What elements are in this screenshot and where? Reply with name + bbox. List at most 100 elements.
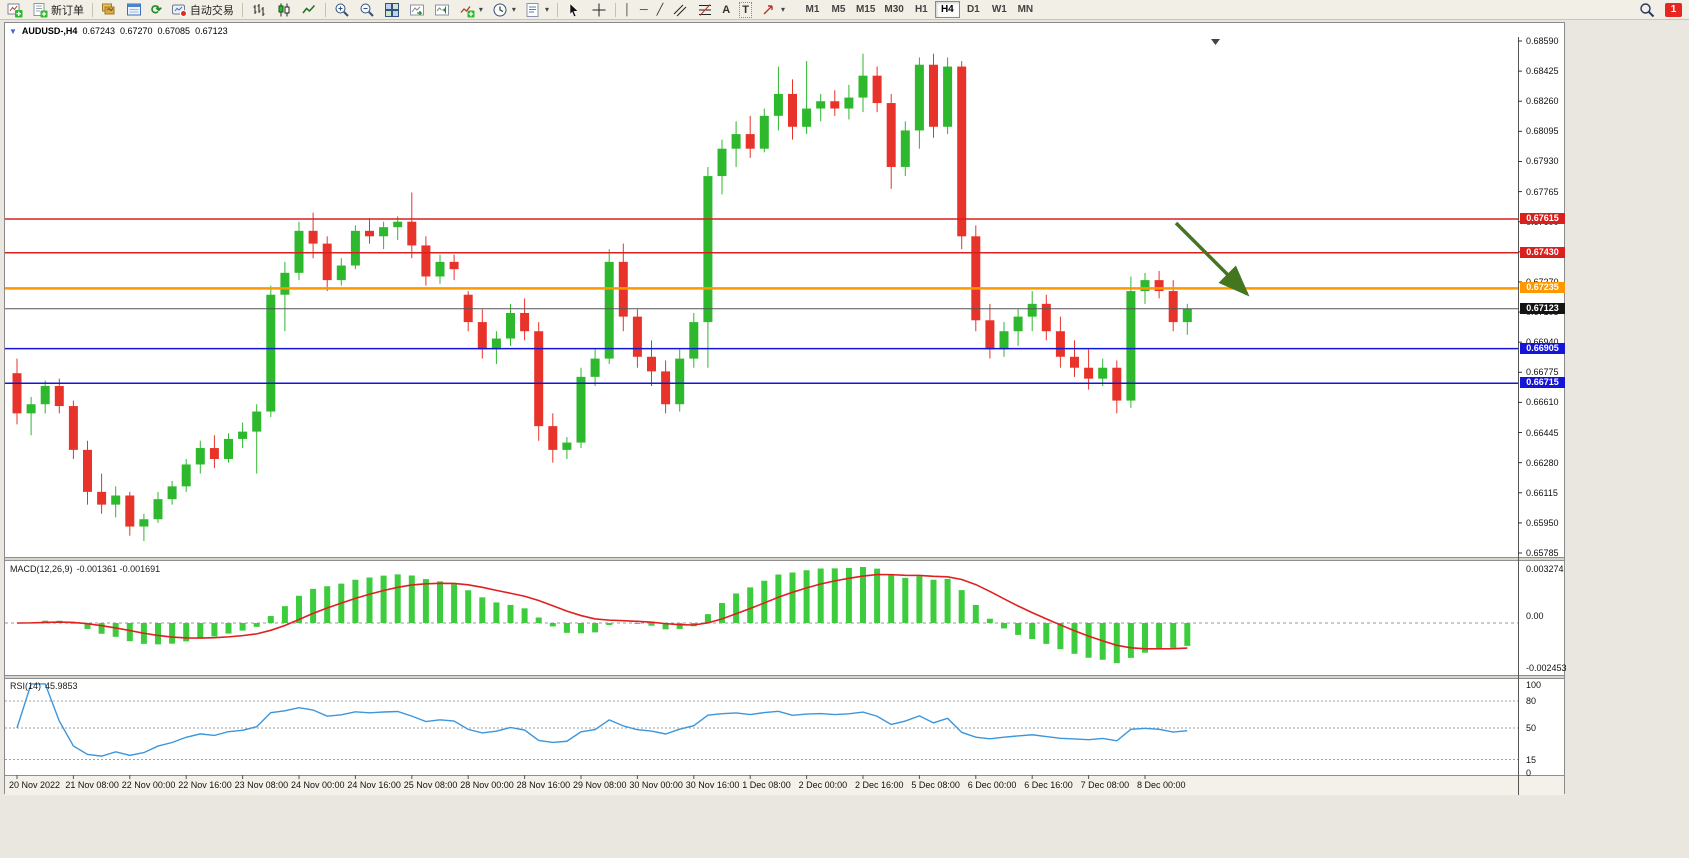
new-order-icon <box>33 2 48 17</box>
channel-tool-button[interactable] <box>668 1 692 19</box>
zoom-out-button[interactable] <box>355 1 379 19</box>
toolbar-separator <box>556 2 558 17</box>
timeframe-d1-button[interactable]: D1 <box>961 1 986 18</box>
ohlc-high-value: 0.67270 <box>119 26 153 36</box>
tile-windows-icon <box>384 2 399 17</box>
algo-trading-label: 自动交易 <box>189 4 234 17</box>
toolbar-separator <box>92 2 93 17</box>
fibonacci-tool-button[interactable] <box>693 1 717 19</box>
vertical-line-tool-button[interactable]: │ <box>620 1 635 19</box>
refresh-button[interactable]: ⟳ <box>147 1 166 19</box>
label-tool-icon: T <box>739 1 752 18</box>
price-line-tag[interactable]: 0.67430 <box>1520 246 1565 258</box>
ohlc-low-value: 0.67085 <box>157 26 191 36</box>
toolbar-separator <box>324 2 326 17</box>
timeframe-h4-button[interactable]: H4 <box>934 1 960 18</box>
candles-layer <box>12 53 1192 542</box>
chart-shift-marker[interactable] <box>1211 39 1220 45</box>
macd-values: -0.001361 -0.001691 <box>76 564 161 574</box>
panel-separator[interactable] <box>5 557 1564 561</box>
toolbar-separator <box>241 2 243 17</box>
timeframe-h1-button[interactable]: H1 <box>909 1 934 18</box>
timeframe-m15-button[interactable]: M15 <box>852 1 879 18</box>
auto-scroll-button[interactable] <box>405 1 429 19</box>
price-line-tag[interactable]: 0.67235 <box>1520 282 1565 294</box>
new-order-button[interactable]: 新订单 <box>28 1 88 19</box>
macd-signal-line <box>16 573 1188 650</box>
dropdown-caret-icon: ▾ <box>511 5 516 14</box>
trend-arrow-annotation[interactable] <box>1174 221 1250 297</box>
rsi-line <box>16 683 1188 757</box>
timeframe-w1-button[interactable]: W1 <box>987 1 1012 18</box>
add-indicator-icon <box>460 5 475 17</box>
timeframe-mn-button[interactable]: MN <box>1013 1 1038 18</box>
one-click-trading-toggle[interactable]: ▼ <box>9 26 17 36</box>
dropdown-caret-icon: ▾ <box>780 5 785 14</box>
data-window-icon <box>127 3 141 15</box>
chart-canvas[interactable] <box>5 23 1566 795</box>
candlestick-icon <box>278 3 290 16</box>
auto-scroll-icon <box>409 4 424 15</box>
templates-button[interactable]: ▾ <box>521 1 553 19</box>
arrows-tool-button[interactable]: ▾ <box>757 1 789 19</box>
bar-chart-icon <box>253 3 265 16</box>
timeframe-group: M1 M5 M15 M30 H1 H4 D1 W1 MN <box>800 1 1038 18</box>
new-order-label: 新订单 <box>51 4 84 17</box>
tile-windows-button[interactable] <box>380 1 404 19</box>
bar-chart-mode-button[interactable] <box>247 1 271 19</box>
timeframe-m30-button[interactable]: M30 <box>880 1 907 18</box>
label-tool-button[interactable]: T <box>735 1 756 19</box>
search-button[interactable] <box>1635 1 1659 19</box>
macd-histogram-layer <box>28 567 1191 664</box>
channel-icon <box>673 4 687 16</box>
price-line-tag[interactable]: 0.66905 <box>1520 342 1565 354</box>
profiles-button[interactable] <box>97 1 121 19</box>
macd-indicator-label: MACD(12,26,9) -0.001361 -0.001691 <box>10 564 160 574</box>
zoom-in-button[interactable] <box>330 1 354 19</box>
horizontal-line-icon: ─ <box>639 3 648 16</box>
add-indicator-button[interactable]: ▾ <box>455 1 487 19</box>
fibonacci-icon <box>699 3 712 16</box>
periods-button[interactable]: ▾ <box>488 1 520 19</box>
rsi-value: 45.9853 <box>45 681 78 691</box>
metatrader-app: 新订单 ⟳ 自动交易 <box>0 0 1689 795</box>
time-axis[interactable] <box>5 775 1564 795</box>
dropdown-caret-icon: ▾ <box>478 5 483 14</box>
price-line-tag[interactable]: 0.66715 <box>1520 377 1565 389</box>
line-chart-icon <box>302 4 315 13</box>
symbol-timeframe-label: AUDUSD-,H4 <box>21 26 78 36</box>
zoom-in-icon <box>335 3 349 17</box>
rsi-name: RSI(14) <box>10 681 42 691</box>
timeframe-m5-button[interactable]: M5 <box>826 1 851 18</box>
line-chart-mode-button[interactable] <box>297 1 321 19</box>
arrows-tool-icon <box>763 4 773 14</box>
chart-window: ▼ AUDUSD-,H4 0.67243 0.67270 0.67085 0.6… <box>4 22 1567 795</box>
notifications-badge[interactable]: 1 <box>1665 2 1682 17</box>
template-icon <box>526 2 539 17</box>
text-tool-icon: A <box>722 3 731 16</box>
chart-shift-button[interactable] <box>430 1 454 19</box>
trendline-tool-button[interactable]: ╱ <box>653 1 668 19</box>
cursor-button[interactable] <box>562 1 586 19</box>
trendline-icon: ╱ <box>656 3 664 16</box>
chart-title: ▼ AUDUSD-,H4 0.67243 0.67270 0.67085 0.6… <box>9 25 228 37</box>
cursor-icon <box>569 2 579 17</box>
price-line-tag[interactable]: 0.67615 <box>1520 212 1565 224</box>
horizontal-line-tool-button[interactable]: ─ <box>636 1 652 19</box>
new-chart-button[interactable] <box>3 1 27 19</box>
clock-icon <box>493 3 507 16</box>
crosshair-button[interactable] <box>587 1 611 19</box>
toolbar-right-group: 1 <box>1635 1 1686 19</box>
algo-trading-icon <box>171 4 187 17</box>
data-window-button[interactable] <box>122 1 146 19</box>
chart-shift-icon <box>434 4 449 15</box>
timeframe-m1-button[interactable]: M1 <box>800 1 825 18</box>
search-icon <box>1640 2 1655 17</box>
toolbar-separator <box>614 2 616 17</box>
algo-trading-button[interactable]: 自动交易 <box>167 1 238 19</box>
candlestick-mode-button[interactable] <box>272 1 296 19</box>
panel-separator[interactable] <box>5 675 1564 679</box>
text-tool-button[interactable]: A <box>718 1 734 19</box>
refresh-icon: ⟳ <box>151 1 162 17</box>
dropdown-caret-icon: ▾ <box>544 5 549 14</box>
